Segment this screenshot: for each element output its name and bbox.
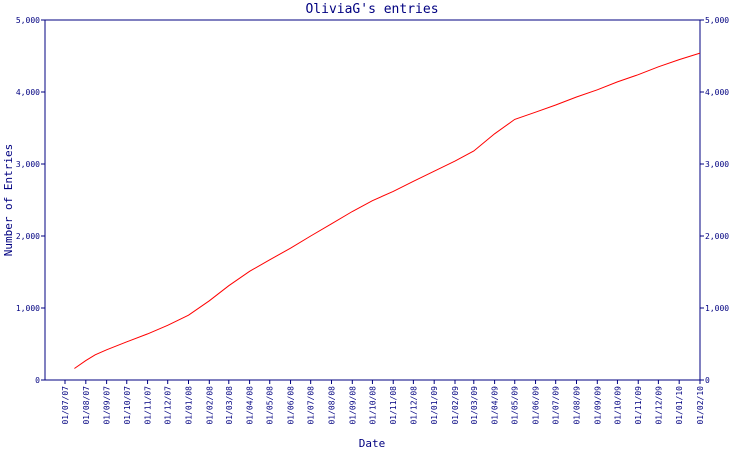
- y-tick-label-right: 0: [705, 376, 710, 385]
- x-tick-label: 01/04/09: [491, 386, 500, 425]
- y-axis-label: Number of Entries: [2, 144, 15, 257]
- x-tick-label: 01/10/09: [613, 386, 622, 425]
- plot-frame: [44, 19, 701, 381]
- x-tick-label: 01/04/08: [246, 386, 255, 425]
- x-tick-label: 01/07/07: [61, 386, 70, 425]
- x-tick-label: 01/05/09: [511, 386, 520, 425]
- chart-title: OliviaG's entries: [305, 2, 438, 17]
- x-tick-label: 01/03/09: [470, 386, 479, 425]
- x-tick-label: 01/06/09: [532, 386, 541, 425]
- y-tick-label-left: 4,000: [16, 88, 40, 97]
- x-tick-label: 01/07/09: [552, 386, 561, 425]
- x-tick-label: 01/06/08: [287, 386, 296, 425]
- x-tick-label: 01/09/09: [593, 386, 602, 425]
- y-tick-label-right: 2,000: [705, 232, 729, 241]
- x-tick-label: 01/01/09: [430, 386, 439, 425]
- x-tick-label: 01/11/09: [634, 386, 643, 425]
- x-tick-label: 01/01/08: [185, 386, 194, 425]
- y-tick-label-left: 2,000: [16, 232, 40, 241]
- y-tick-label-right: 5,000: [705, 16, 729, 25]
- x-tick-label: 01/02/09: [451, 386, 460, 425]
- y-tick-label-left: 1,000: [16, 304, 40, 313]
- y-tick-label-right: 1,000: [705, 304, 729, 313]
- x-tick-label: 01/02/08: [205, 386, 214, 425]
- y-tick-label-right: 3,000: [705, 160, 729, 169]
- x-tick-label: 01/10/07: [123, 386, 132, 425]
- x-tick-label: 01/11/07: [144, 386, 153, 425]
- x-axis-label: Date: [359, 437, 386, 450]
- x-tick-label: 01/09/07: [103, 386, 112, 425]
- x-tick-label: 01/08/07: [82, 386, 91, 425]
- x-tick-label: 01/12/08: [409, 386, 418, 425]
- x-tick-label: 01/12/07: [164, 386, 173, 425]
- series-line: [74, 52, 701, 369]
- x-tick-label: 01/01/10: [675, 386, 684, 425]
- x-tick-label: 01/08/08: [327, 386, 336, 425]
- x-tick-label: 01/05/08: [266, 386, 275, 425]
- x-tick-label: 01/08/09: [572, 386, 581, 425]
- y-tick-label-right: 4,000: [705, 88, 729, 97]
- x-tick-label: 01/10/08: [368, 386, 377, 425]
- x-tick-label: 01/02/10: [696, 386, 705, 425]
- x-tick-label: 01/09/08: [348, 386, 357, 425]
- x-tick-label: 01/12/09: [654, 386, 663, 425]
- x-tick-label: 01/11/08: [389, 386, 398, 425]
- y-tick-label-left: 3,000: [16, 160, 40, 169]
- x-tick-label: 01/07/08: [307, 386, 316, 425]
- x-tick-label: 01/03/08: [225, 386, 234, 425]
- y-tick-label-left: 5,000: [16, 16, 40, 25]
- y-tick-label-left: 0: [35, 376, 40, 385]
- plot-area: 0 0 1,000 1,000 2,000 2,000 3,000 3,000 4,000 4,0…: [16, 16, 729, 425]
